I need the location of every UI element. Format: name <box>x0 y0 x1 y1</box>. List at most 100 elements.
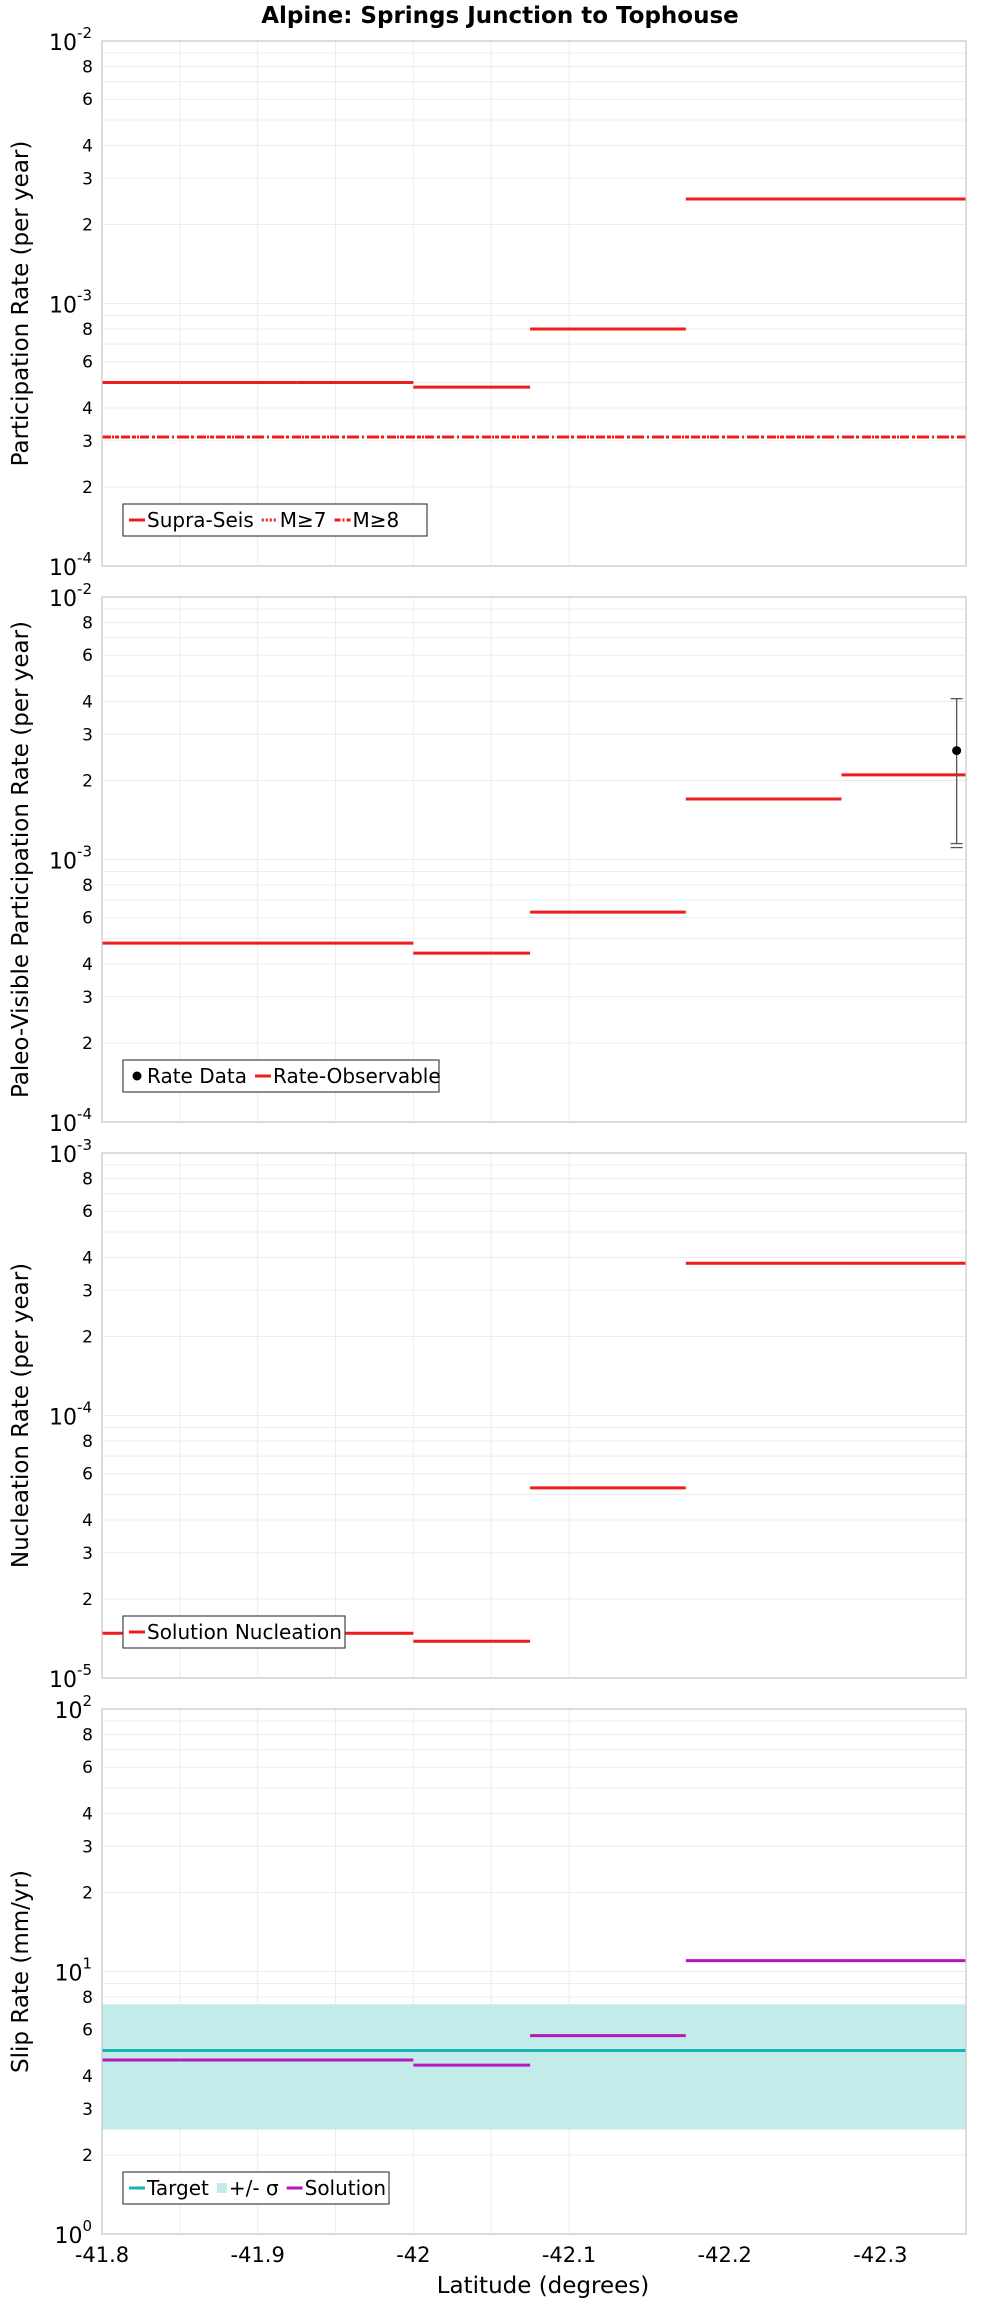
x-tick-label: -41.9 <box>231 2243 285 2267</box>
y-tick-label: 8 <box>82 613 93 633</box>
legend: Rate Data Rate-Observable <box>122 1059 441 1093</box>
y-tick-label: 8 <box>82 1988 93 2008</box>
y-decade-exp: -5 <box>77 1661 92 1679</box>
y-axis-label: Paleo-Visible Participation Rate (per ye… <box>8 621 34 1098</box>
y-axis-label: Slip Rate (mm/yr) <box>8 1870 34 2073</box>
y-tick-label: 3 <box>82 1281 93 1301</box>
y-decade-base: 10 <box>49 1668 77 1693</box>
y-axis-label: Participation Rate (per year) <box>8 141 34 467</box>
y-tick-label: 4 <box>82 399 93 419</box>
legend-box <box>122 2171 390 2205</box>
y-axis-label: Nucleation Rate (per year) <box>8 1263 34 1568</box>
plot-frame <box>101 1708 967 2235</box>
y-tick-label: 6 <box>82 646 93 666</box>
y-tick-label: 3 <box>82 725 93 745</box>
y-decade-exp: 1 <box>82 1955 92 1973</box>
legend-label: Rate-Observable <box>273 1064 441 1088</box>
y-tick-label: 8 <box>82 876 93 896</box>
legend-label: M≥8 <box>353 508 400 532</box>
plot-frame <box>101 1152 967 1679</box>
y-decade-exp: -4 <box>77 1105 92 1123</box>
y-tick-label: 4 <box>82 1804 93 1824</box>
x-tick-label: -42.3 <box>853 2243 907 2267</box>
legend-marker <box>216 2183 227 2193</box>
legend-item-rate-data: Rate Data <box>132 1064 247 1088</box>
y-tick-label: 6 <box>82 1465 93 1485</box>
y-tick-label: 4 <box>82 1511 93 1531</box>
y-decade-label: 100 <box>54 2217 92 2249</box>
rate-data-point <box>952 746 962 756</box>
legend-label: Solution <box>305 2176 386 2200</box>
y-decade-label: 101 <box>54 1955 92 1987</box>
y-tick-label: 8 <box>82 1432 93 1452</box>
y-tick-label: 4 <box>82 1248 93 1268</box>
y-decade-exp: -4 <box>77 549 92 567</box>
y-decade-exp: -2 <box>77 580 92 598</box>
y-decade-base: 10 <box>49 556 77 581</box>
y-tick-label: 3 <box>82 2100 93 2120</box>
y-decade-exp: -3 <box>77 1136 92 1154</box>
y-decade-base: 10 <box>54 1962 82 1987</box>
y-tick-label: 3 <box>82 988 93 1008</box>
y-decade-base: 10 <box>54 2224 82 2249</box>
y-tick-label: 4 <box>82 692 93 712</box>
y-decade-base: 10 <box>49 1112 77 1137</box>
legend-item-item: +/- σ <box>216 2176 279 2200</box>
x-axis: -41.8 -41.9 -42 -42.1 -42.2 -42.3 <box>75 2243 908 2267</box>
y-decade-base: 10 <box>49 294 77 319</box>
y-tick-label: 6 <box>82 1202 93 1222</box>
y-tick-label: 4 <box>82 2067 93 2087</box>
y-tick-label: 2 <box>82 771 93 791</box>
y-tick-label: 8 <box>82 1169 93 1189</box>
y-tick-label: 6 <box>82 1758 93 1778</box>
legend-item-mge8: M≥8 <box>334 508 400 532</box>
y-decade-label: 10-5 <box>49 1661 92 1693</box>
legend-item-solution-nucleation: Solution Nucleation <box>129 1620 342 1644</box>
y-tick-label: 3 <box>82 1837 93 1857</box>
x-tick-label: -42.2 <box>698 2243 752 2267</box>
y-tick-label: 2 <box>82 1590 93 1610</box>
plot-frame <box>101 596 967 1123</box>
y-tick-label: 2 <box>82 478 93 498</box>
y-tick-label: 4 <box>82 136 93 156</box>
sigma-band <box>102 2004 966 2130</box>
y-tick-label: 2 <box>82 2146 93 2166</box>
y-tick-label: 8 <box>82 1725 93 1745</box>
y-decade-exp: -3 <box>77 287 92 305</box>
y-tick-label: 2 <box>82 215 93 235</box>
y-decade-exp: -4 <box>77 1399 92 1417</box>
y-tick-label: 4 <box>82 955 93 975</box>
legend-item-rate-observable: Rate-Observable <box>254 1064 441 1088</box>
y-decade-base: 10 <box>49 1406 77 1431</box>
y-decade-base: 10 <box>49 587 77 612</box>
legend-label: Rate Data <box>147 1064 247 1088</box>
y-decade-exp: -3 <box>77 843 92 861</box>
y-tick-label: 2 <box>82 1327 93 1347</box>
legend-label: Supra-Seis <box>147 508 254 532</box>
y-decade-label: 10-3 <box>49 287 92 319</box>
y-decade-label: 10-3 <box>49 843 92 875</box>
y-decade-base: 10 <box>49 31 77 56</box>
x-tick-label: -42.1 <box>542 2243 596 2267</box>
y-tick-label: 2 <box>82 1034 93 1054</box>
y-decade-label: 10-2 <box>49 24 92 56</box>
y-decade-exp: 0 <box>82 2217 92 2235</box>
y-tick-label: 8 <box>82 57 93 77</box>
legend-item-mge7: M≥7 <box>261 508 327 532</box>
x-tick-label: -41.8 <box>75 2243 129 2267</box>
y-tick-label: 6 <box>82 90 93 110</box>
plot-frame <box>101 40 967 567</box>
legend-item-solution: Solution <box>286 2176 386 2200</box>
y-tick-label: 8 <box>82 320 93 340</box>
legend-label: Target <box>146 2176 209 2200</box>
legend-box <box>122 1059 440 1093</box>
y-decade-base: 10 <box>49 850 77 875</box>
y-decade-base: 10 <box>49 1143 77 1168</box>
y-tick-label: 6 <box>82 909 93 929</box>
legend-marker <box>132 1071 142 1081</box>
y-decade-label: 102 <box>54 1692 92 1724</box>
legend-label: +/- σ <box>229 2176 279 2200</box>
